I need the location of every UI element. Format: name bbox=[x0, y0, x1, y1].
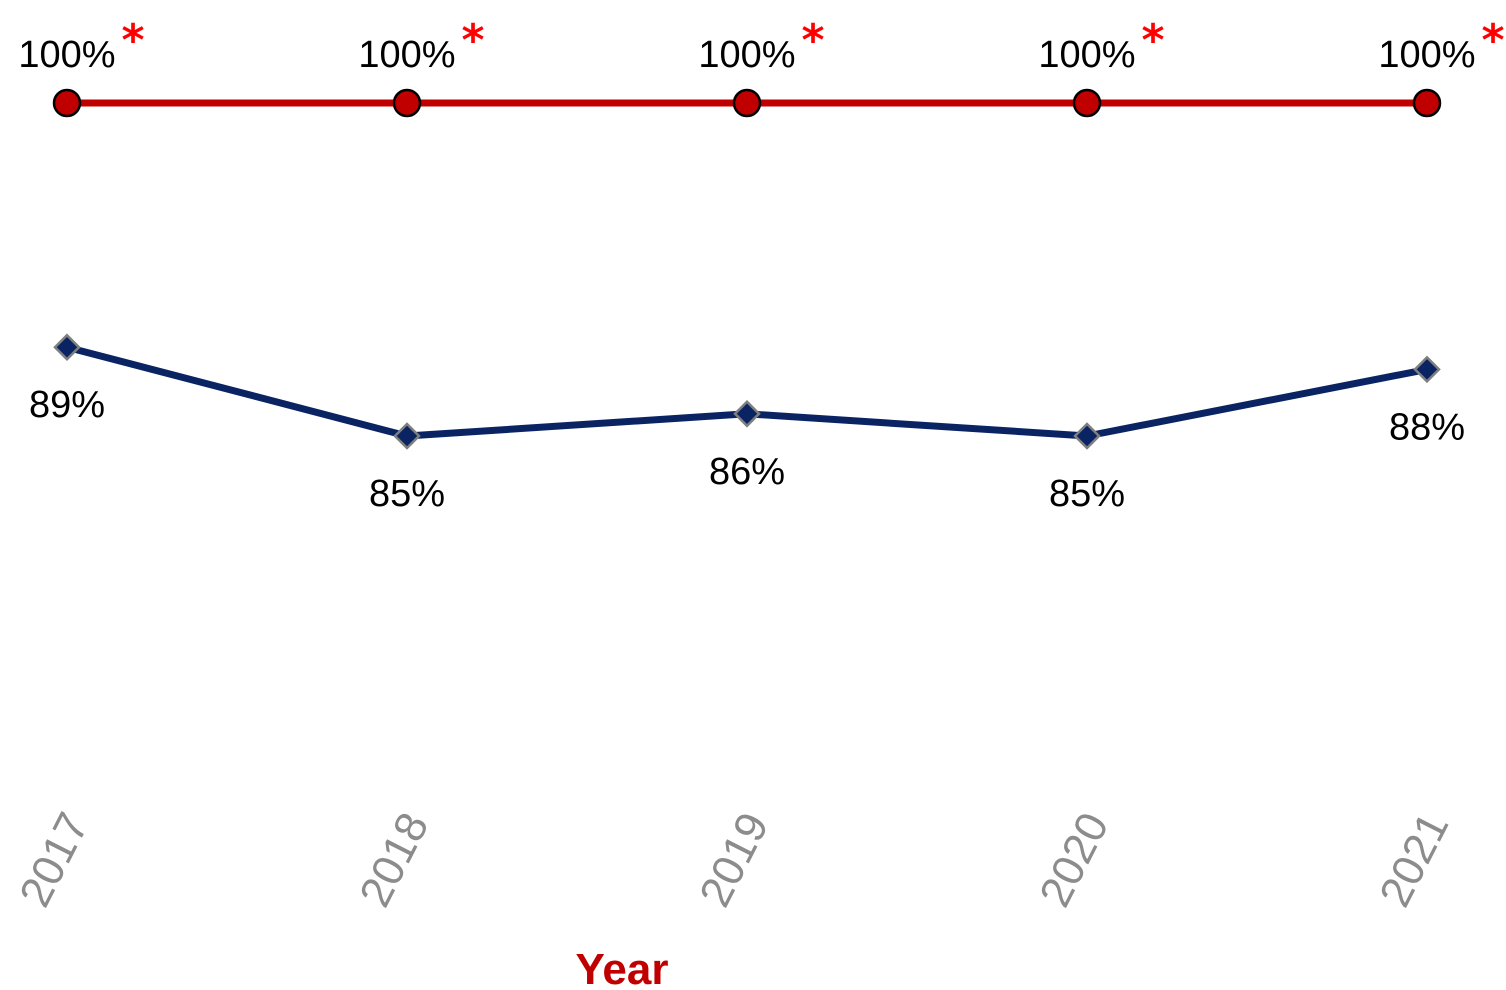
data-label-1-2017: 89% bbox=[29, 384, 105, 426]
data-label-1-2021: 88% bbox=[1389, 406, 1465, 448]
annotation-asterisk-2021: * bbox=[1481, 15, 1504, 66]
annotation-asterisk-2020: * bbox=[1141, 15, 1164, 66]
x-axis-title: Year bbox=[576, 945, 669, 990]
x-tick-label-2018: 2018 bbox=[350, 805, 438, 914]
data-point-0-2018 bbox=[392, 88, 422, 118]
data-label-1-2019: 86% bbox=[709, 451, 785, 493]
data-point-1-2017 bbox=[53, 333, 81, 361]
x-axis-tick-labels: 2017 2018 2019 2020 2021 bbox=[10, 805, 1458, 914]
data-point-1-2018 bbox=[393, 422, 421, 450]
data-point-1-2019 bbox=[733, 400, 761, 428]
x-tick-label-2020: 2020 bbox=[1030, 805, 1118, 914]
x-tick-label-2021: 2021 bbox=[1370, 805, 1458, 914]
data-label-0-2019: 100% bbox=[698, 34, 795, 76]
data-point-0-2020 bbox=[1072, 88, 1102, 118]
data-point-1-2020 bbox=[1073, 422, 1101, 450]
x-tick-label-2019: 2019 bbox=[690, 805, 778, 914]
data-point-0-2017 bbox=[52, 88, 82, 118]
data-point-0-2019 bbox=[732, 88, 762, 118]
annotation-asterisk-2019: * bbox=[801, 15, 824, 66]
data-label-layer: 100% * 100% * 100% * 100% * 100% *89%85%86%85%88% bbox=[18, 15, 1504, 515]
data-point-1-2021 bbox=[1413, 355, 1441, 384]
data-label-0-2017: 100% bbox=[18, 34, 115, 76]
data-label-1-2018: 85% bbox=[369, 473, 445, 515]
annotation-asterisk-2018: * bbox=[461, 15, 484, 66]
data-label-0-2018: 100% bbox=[358, 34, 455, 76]
x-tick-label-2017: 2017 bbox=[10, 805, 98, 914]
annotation-asterisk-2017: * bbox=[121, 15, 144, 66]
series-layer bbox=[52, 88, 1442, 450]
data-point-0-2021 bbox=[1412, 88, 1442, 118]
data-label-0-2020: 100% bbox=[1038, 34, 1135, 76]
data-label-0-2021: 100% bbox=[1378, 34, 1475, 76]
data-label-1-2020: 85% bbox=[1049, 473, 1125, 515]
